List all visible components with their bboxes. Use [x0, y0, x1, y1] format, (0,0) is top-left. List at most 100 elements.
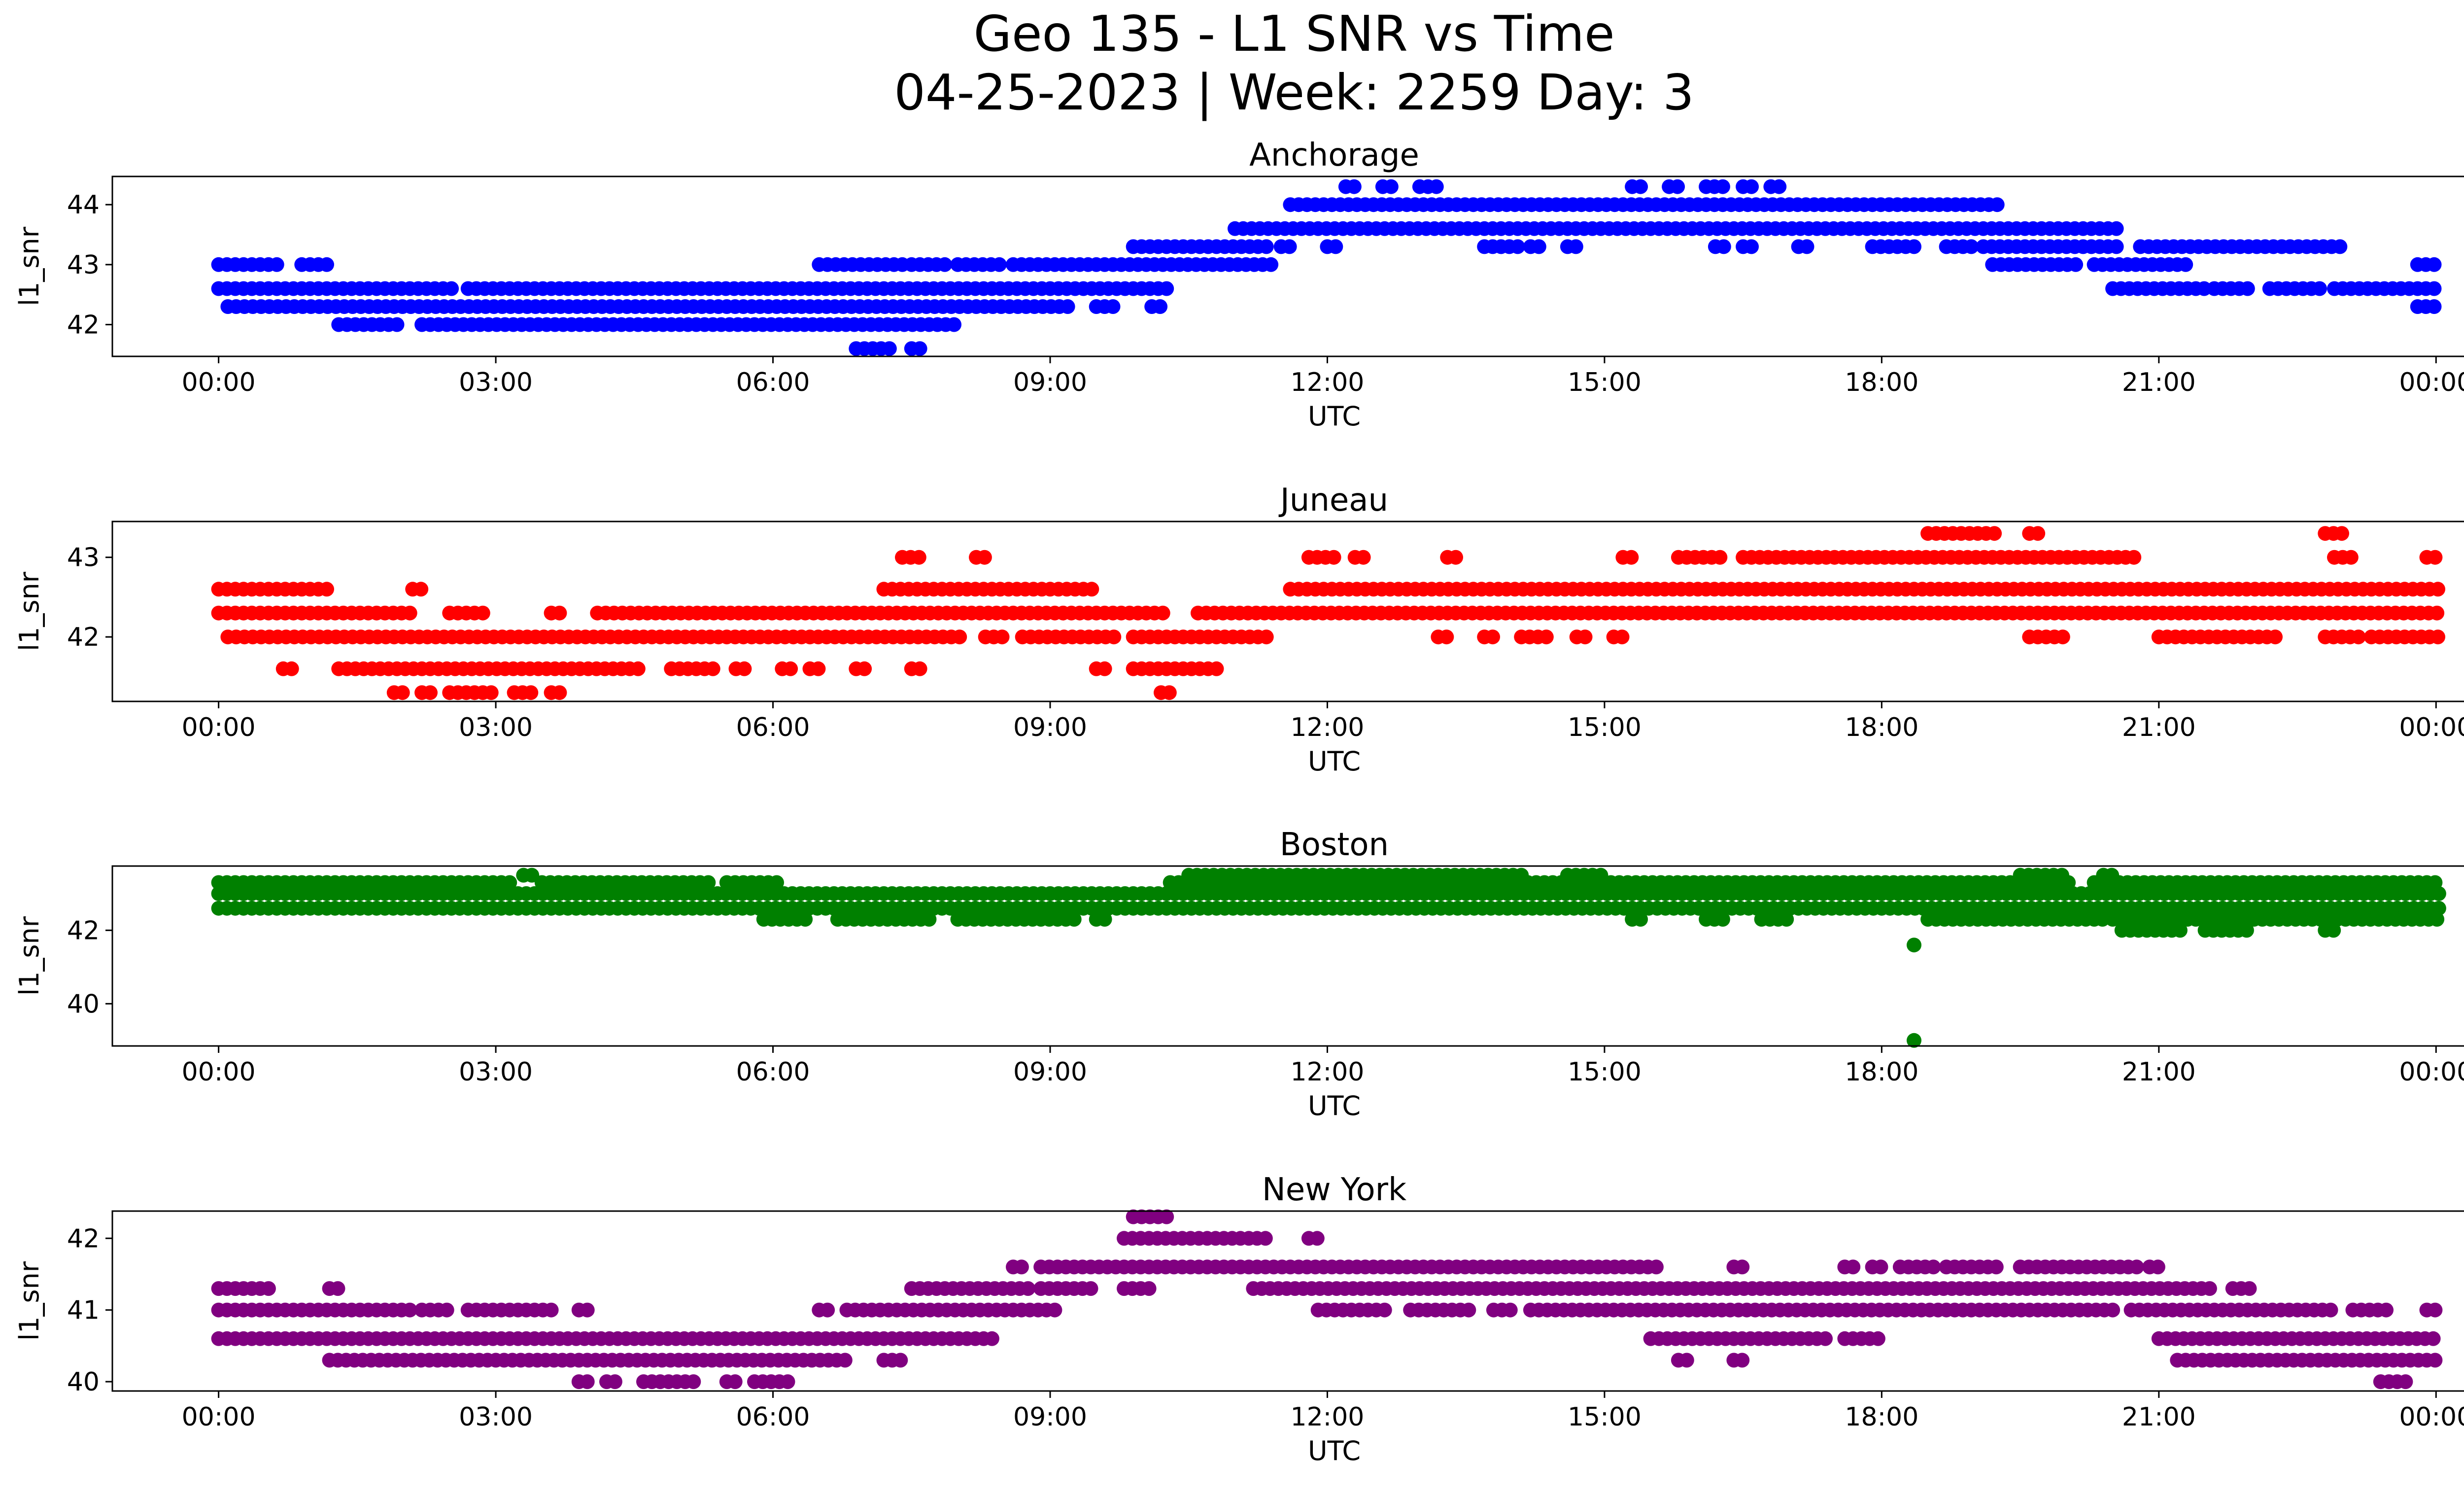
- data-point: [1209, 661, 1224, 676]
- data-point: [912, 661, 927, 676]
- data-point: [1648, 1259, 1664, 1275]
- data-point: [820, 1302, 835, 1318]
- subplot-title: Juneau: [1278, 482, 1388, 519]
- data-point: [1259, 239, 1274, 254]
- data-point: [1097, 661, 1112, 676]
- data-point: [1633, 912, 1648, 927]
- data-point: [1510, 239, 1525, 254]
- data-point: [1779, 912, 1794, 927]
- data-point: [2431, 901, 2446, 916]
- data-point: [2332, 239, 2348, 254]
- subplot-title: Boston: [1280, 827, 1389, 863]
- data-point: [984, 1331, 999, 1346]
- data-point: [1097, 912, 1112, 927]
- x-tick-label: 21:00: [2122, 1402, 2196, 1432]
- figure-title-line2: 04-25-2023 | Week: 2259 Day: 3: [894, 64, 1694, 121]
- data-point: [727, 1374, 743, 1390]
- data-point: [389, 317, 405, 332]
- data-point: [2430, 605, 2445, 621]
- data-point: [1429, 179, 1444, 194]
- x-tick-label: 00:00: [2399, 713, 2464, 742]
- data-point: [1568, 239, 1583, 254]
- data-point: [1716, 239, 1731, 254]
- axes-frame: [111, 865, 2464, 1047]
- y-axis-label: l1_snr: [14, 1261, 45, 1341]
- subplot-anchorage: Anchorage 00:00 03:00 06:00 09:00 12:00 15:00 1…: [14, 137, 2464, 432]
- data-point: [1907, 1033, 1921, 1048]
- data-point: [552, 685, 567, 700]
- data-point: [1439, 629, 1454, 645]
- x-tick-label: 00:00: [2399, 368, 2464, 397]
- data-point: [2430, 582, 2445, 597]
- data-point: [1744, 239, 1759, 254]
- y-tick-label: 43: [67, 543, 100, 573]
- data-point: [2129, 1259, 2144, 1275]
- data-point: [2326, 923, 2341, 938]
- data-point: [483, 685, 499, 700]
- data-point: [2323, 1302, 2338, 1318]
- x-tick-label: 15:00: [1568, 1057, 1642, 1087]
- data-point: [1153, 299, 1168, 314]
- data-point: [1461, 1302, 1476, 1318]
- data-point: [2055, 629, 2070, 645]
- data-point: [1105, 299, 1121, 314]
- data-point: [1870, 1331, 1885, 1346]
- data-point: [1744, 179, 1759, 194]
- data-point: [2239, 923, 2254, 938]
- y-axis-label: l1_snr: [14, 571, 45, 651]
- data-point: [1328, 239, 1343, 254]
- x-tick-label: 06:00: [736, 1057, 810, 1087]
- data-point: [2268, 629, 2283, 645]
- y-axis-label: l1_snr: [14, 226, 45, 306]
- data-point: [686, 1374, 701, 1390]
- data-point: [1084, 582, 1099, 597]
- data-point: [893, 1353, 908, 1368]
- x-tick-label: 18:00: [1845, 1402, 1918, 1432]
- data-point: [1356, 550, 1371, 565]
- x-tick-label: 15:00: [1568, 368, 1642, 397]
- data-point: [523, 685, 539, 700]
- data-point: [2240, 281, 2255, 296]
- data-point: [1926, 1259, 1941, 1275]
- x-tick-label: 00:00: [2399, 1402, 2464, 1432]
- data-point: [937, 257, 953, 272]
- data-point: [811, 661, 826, 676]
- data-point: [911, 550, 926, 565]
- data-point: [2105, 1302, 2121, 1318]
- data-point: [413, 582, 429, 597]
- y-tick-label: 42: [67, 311, 100, 340]
- data-point: [2109, 221, 2124, 236]
- x-tick-label: 09:00: [1013, 368, 1087, 397]
- data-point: [2426, 1331, 2441, 1346]
- data-point: [552, 605, 567, 621]
- data-point: [319, 257, 334, 272]
- x-tick-label: 03:00: [459, 713, 533, 742]
- y-tick-label: 40: [67, 989, 100, 1019]
- y-tick-label: 42: [67, 916, 100, 945]
- data-point: [1141, 1281, 1157, 1296]
- data-point: [544, 1302, 559, 1318]
- x-tick-label: 03:00: [459, 368, 533, 397]
- data-point: [1907, 938, 1921, 953]
- data-point: [1964, 239, 1979, 254]
- data-point: [1106, 629, 1122, 645]
- x-tick-label: 03:00: [459, 1402, 533, 1432]
- data-point: [1670, 179, 1685, 194]
- data-point: [524, 868, 540, 883]
- data-point: [1907, 239, 1921, 254]
- data-point: [1712, 550, 1728, 565]
- data-point: [1159, 281, 1174, 296]
- y-tick-label: 43: [67, 250, 100, 280]
- data-point: [2054, 868, 2069, 883]
- y-tick-label: 40: [67, 1367, 100, 1397]
- data-point: [912, 341, 927, 356]
- data-point: [952, 629, 967, 645]
- data-point: [1514, 868, 1529, 883]
- subplot-panels: Anchorage 00:00 03:00 06:00 09:00 12:00 15:00 1…: [14, 137, 2464, 1466]
- data-point: [992, 257, 1007, 272]
- data-point: [1988, 1259, 2004, 1275]
- data-point: [2428, 1353, 2443, 1368]
- data-point: [1258, 1231, 1273, 1246]
- data-point: [994, 629, 1010, 645]
- data-point: [2427, 299, 2442, 314]
